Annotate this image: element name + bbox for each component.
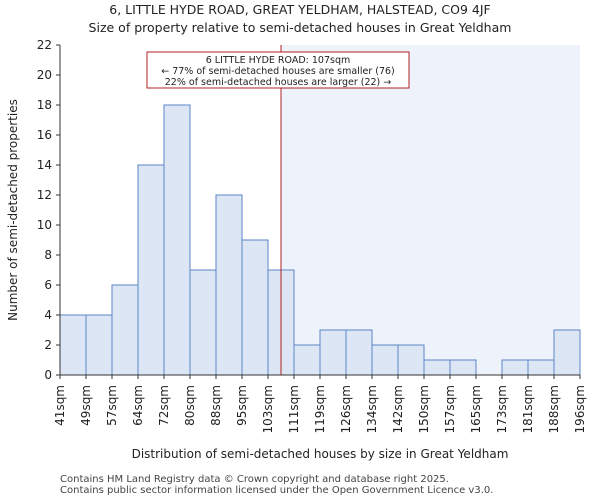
histogram-bar [553,329,581,376]
y-tick-label: 8 [44,248,52,262]
x-tick-label: 103sqm [261,385,275,433]
y-tick-label: 14 [37,158,52,172]
y-tick-label: 0 [44,368,52,382]
histogram-bar [215,194,243,376]
x-tick-label: 49sqm [79,385,93,426]
histogram-bar [85,314,113,376]
y-axis-label: Number of semi-detached properties [6,99,20,321]
y-tick-label: 10 [37,218,52,232]
x-tick-label: 165sqm [469,385,483,433]
histogram-bar [163,104,191,376]
histogram-bar [397,344,425,376]
x-tick-label: 41sqm [53,385,67,426]
y-tick-label: 20 [37,68,52,82]
annotation-line: 6 LITTLE HYDE ROAD: 107sqm [206,55,351,66]
x-tick-label: 64sqm [131,385,145,426]
y-tick-label: 16 [37,128,52,142]
x-tick-label: 181sqm [521,385,535,433]
footer-line-2: Contains public sector information licen… [60,485,494,496]
annotation-box [146,51,410,89]
y-tick-label: 2 [44,338,52,352]
x-tick-label: 111sqm [287,385,301,433]
histogram-bar [423,359,451,376]
histogram-bar [371,344,399,376]
x-tick-label: 88sqm [209,385,223,426]
x-tick-label: 188sqm [547,385,561,433]
histogram-bar [293,344,321,376]
footer-line-1: Contains HM Land Registry data © Crown c… [60,474,449,485]
histogram-bar [189,269,217,376]
x-tick-label: 142sqm [391,385,405,433]
histogram-bar [501,359,529,376]
histogram-bar [111,284,139,376]
x-tick-label: 80sqm [183,385,197,426]
chart-subtitle: Size of property relative to semi-detach… [88,20,512,35]
x-tick-label: 196sqm [573,385,587,433]
y-tick-label: 6 [44,278,52,292]
y-tick-label: 22 [37,38,52,52]
y-tick-label: 4 [44,308,52,322]
x-tick-label: 95sqm [235,385,249,426]
x-tick-label: 150sqm [417,385,431,433]
histogram-bar [137,164,165,376]
y-tick-label: 12 [37,188,52,202]
x-tick-label: 57sqm [105,385,119,426]
x-tick-label: 173sqm [495,385,509,433]
x-tick-label: 119sqm [313,385,327,433]
larger-region-shade [281,45,580,375]
annotation-line: ← 77% of semi-detached houses are smalle… [161,66,395,77]
annotation-line: 22% of semi-detached houses are larger (… [165,77,392,88]
histogram-bar [241,239,269,376]
chart-title: 6, LITTLE HYDE ROAD, GREAT YELDHAM, HALS… [109,2,491,17]
x-tick-label: 126sqm [339,385,353,433]
histogram-bar [319,329,347,376]
histogram-bar [449,359,477,376]
x-tick-label: 134sqm [365,385,379,433]
x-tick-label: 72sqm [157,385,171,426]
y-tick-label: 18 [37,98,52,112]
x-tick-label: 157sqm [443,385,457,433]
x-axis-label: Distribution of semi-detached houses by … [132,447,509,461]
histogram-bar [59,314,87,376]
histogram-bar [345,329,373,376]
histogram-bar [527,359,555,376]
